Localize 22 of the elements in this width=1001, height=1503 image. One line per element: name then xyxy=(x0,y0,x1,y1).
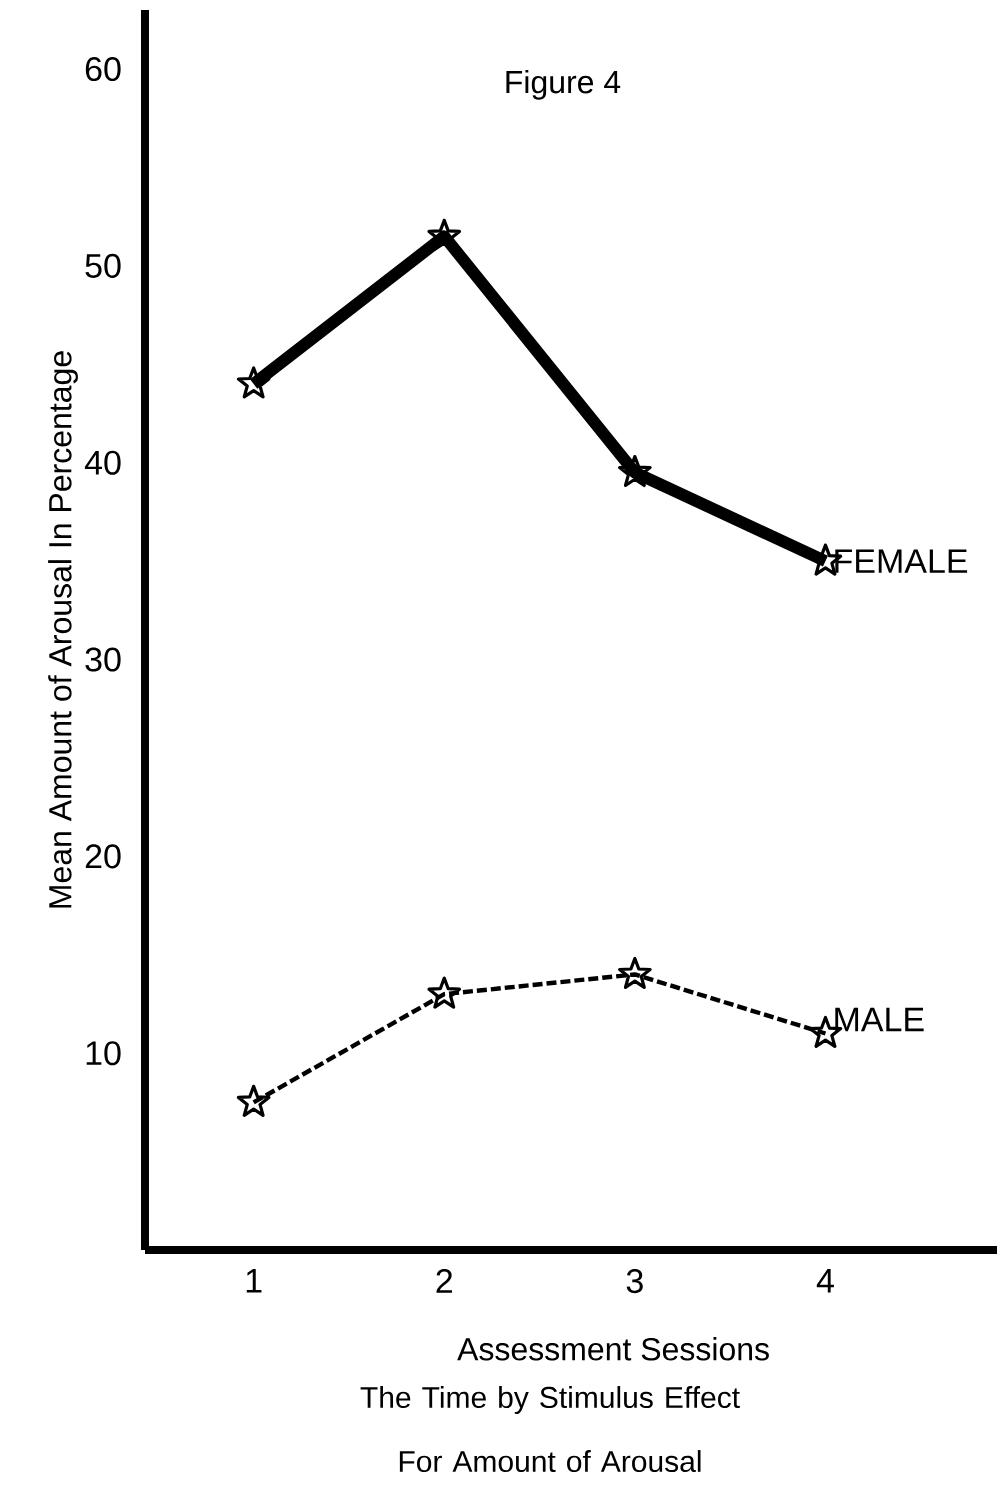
point xyxy=(236,366,271,399)
y-tick-label: 50 xyxy=(85,253,121,278)
x-tick-label: 1 xyxy=(246,1269,262,1293)
series-label: MALE xyxy=(835,1007,924,1032)
text: Figure 4 xyxy=(506,69,621,100)
point xyxy=(618,956,652,989)
series-label: FEMALE xyxy=(835,549,968,573)
point xyxy=(236,1084,271,1117)
point xyxy=(427,218,462,251)
y-tick-label: 40 xyxy=(84,450,121,475)
y-axis-title: Mean Amount of Arousal In Percentage xyxy=(48,351,78,908)
x-tick-label: 4 xyxy=(816,1269,834,1293)
y-tick-label: 20 xyxy=(85,844,121,869)
point xyxy=(618,454,652,488)
x-tick-label: 3 xyxy=(626,1269,643,1294)
x-tick-label: 2 xyxy=(436,1269,452,1293)
point xyxy=(427,976,462,1009)
y-tick-label: 60 xyxy=(85,57,121,82)
y-tick-label: 30 xyxy=(85,647,121,672)
x-axis-title: Assessment Sessions xyxy=(457,1337,769,1361)
text: The Time by Stimulus Effect For Amount of Arousal xyxy=(360,1386,740,1473)
y-tick-label: 10 xyxy=(86,1041,121,1066)
